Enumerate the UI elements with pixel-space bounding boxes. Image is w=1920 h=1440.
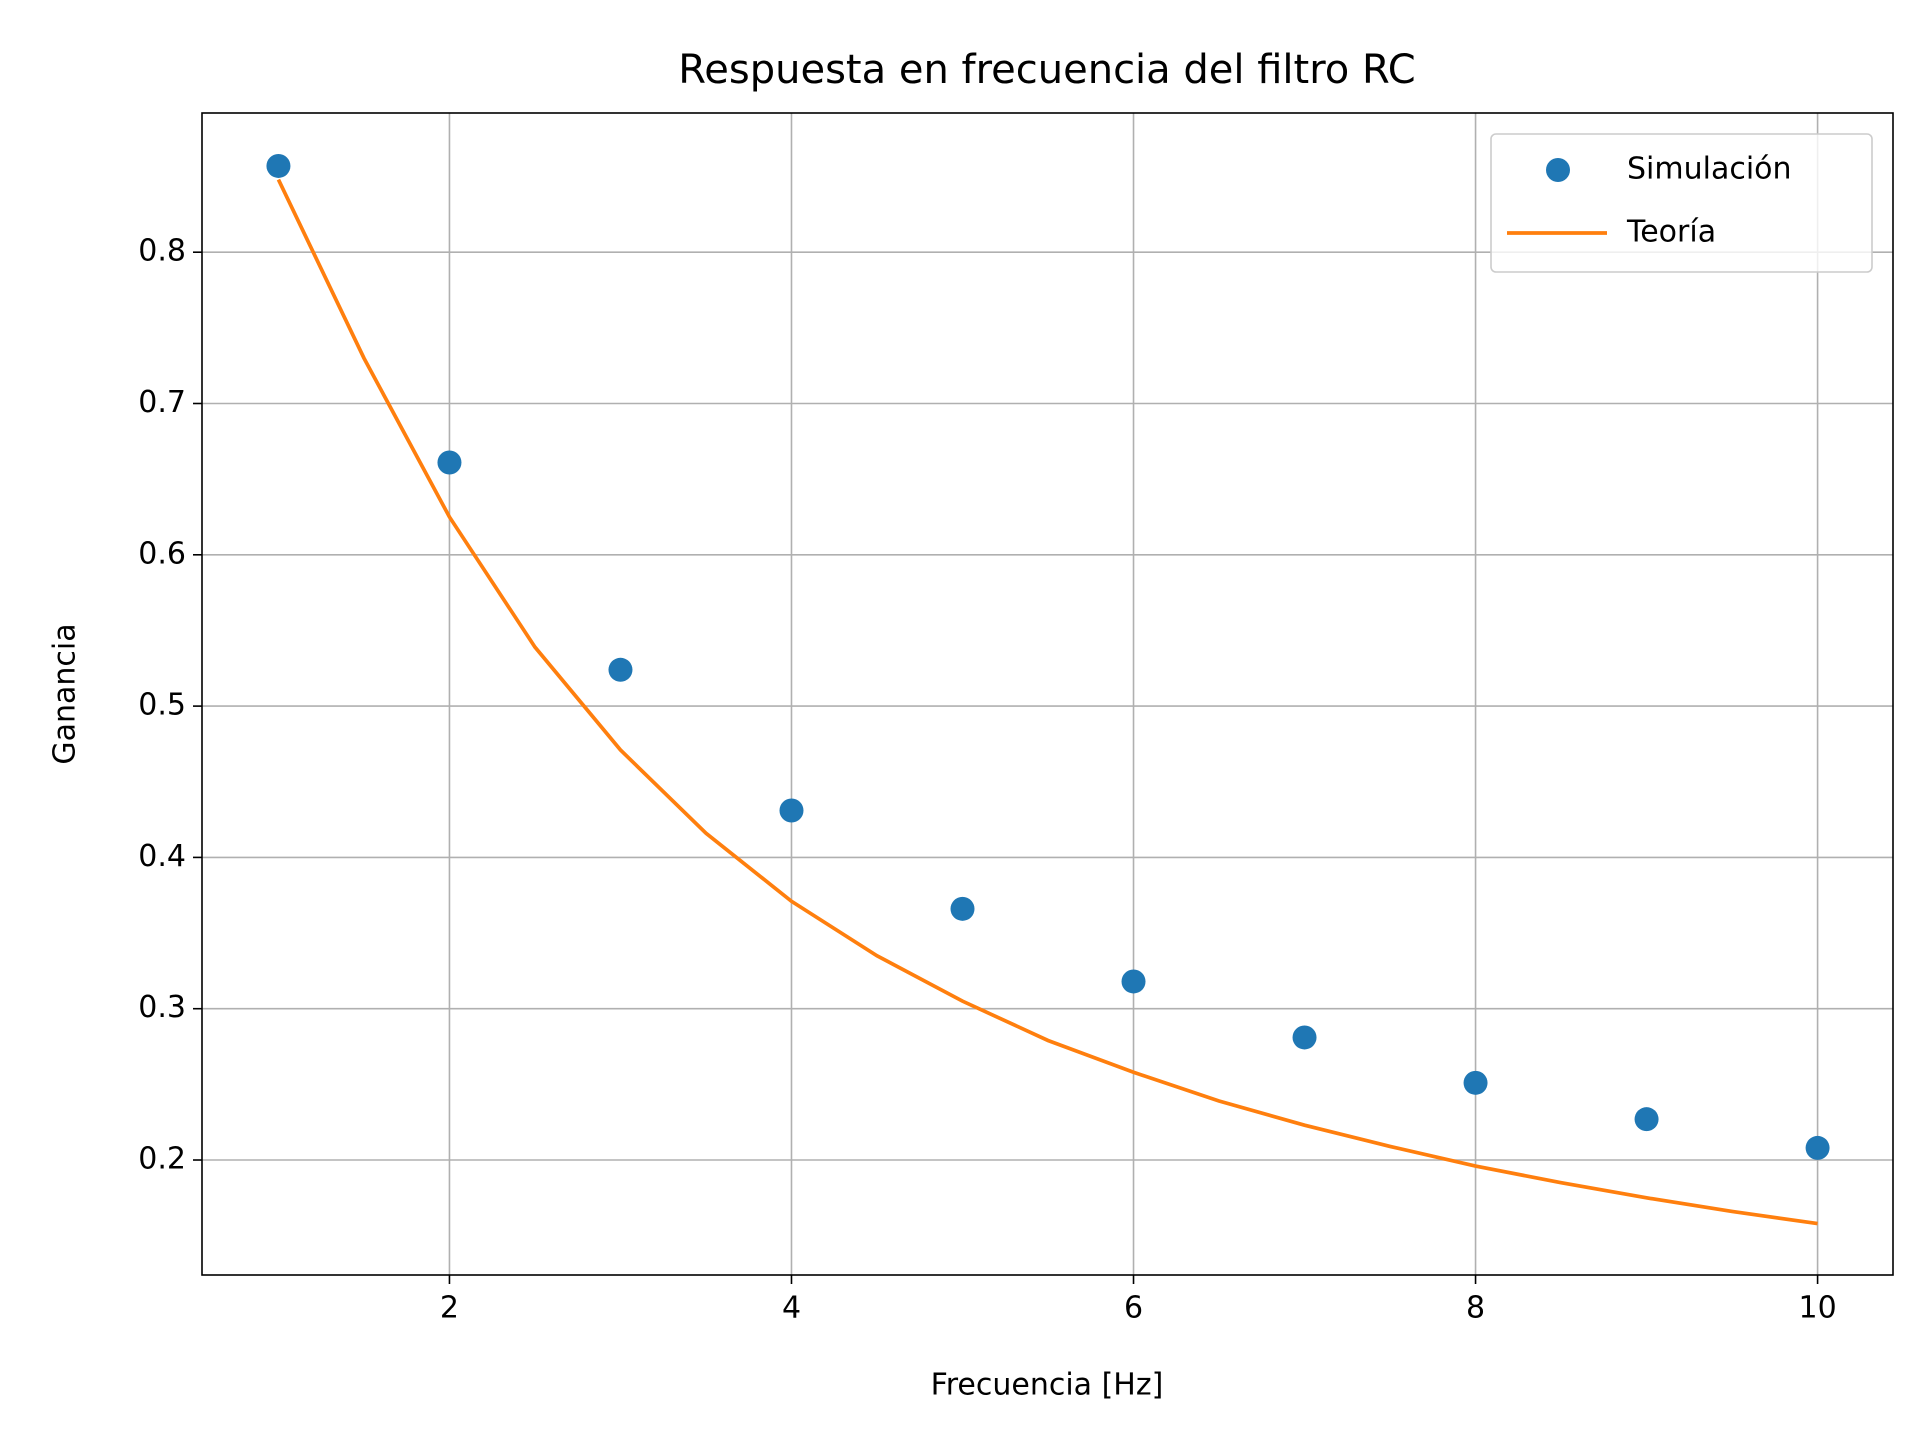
y-axis-label: Ganancia xyxy=(48,623,83,764)
y-tick-label: 0.3 xyxy=(138,990,186,1025)
data-point xyxy=(1463,1070,1488,1095)
legend-label: Teoría xyxy=(1626,215,1716,250)
legend-label: Simulación xyxy=(1627,152,1792,187)
data-point xyxy=(1805,1135,1830,1160)
x-axis-label: Frecuencia [Hz] xyxy=(931,1368,1164,1403)
x-tick-label: 4 xyxy=(782,1291,801,1326)
data-point xyxy=(437,450,462,475)
data-point xyxy=(1292,1025,1317,1050)
y-tick-label: 0.8 xyxy=(138,234,186,269)
data-point xyxy=(266,153,291,178)
data-line xyxy=(276,178,1818,1226)
y-tick-label: 0.5 xyxy=(138,688,186,723)
chart-title: Respuesta en frecuencia del filtro RC xyxy=(678,47,1415,93)
x-tick-label: 6 xyxy=(1124,1291,1143,1326)
x-tick-label: 8 xyxy=(1466,1291,1485,1326)
legend-marker xyxy=(1546,158,1570,182)
data-point xyxy=(608,657,633,682)
x-tick-label: 10 xyxy=(1798,1291,1836,1326)
legend: Simulación Teoría xyxy=(1490,133,1873,273)
plot-frame xyxy=(201,112,1894,1276)
y-tick-label: 0.2 xyxy=(138,1142,186,1177)
legend-box xyxy=(1490,133,1873,273)
data-point xyxy=(950,896,975,921)
data-point xyxy=(1121,969,1146,994)
y-tick-label: 0.7 xyxy=(138,385,186,420)
y-tick-label: 0.4 xyxy=(138,839,186,874)
y-tick-label: 0.6 xyxy=(138,536,186,571)
data-point xyxy=(1634,1107,1659,1132)
x-tick-label: 2 xyxy=(440,1291,459,1326)
data-point xyxy=(779,798,804,823)
